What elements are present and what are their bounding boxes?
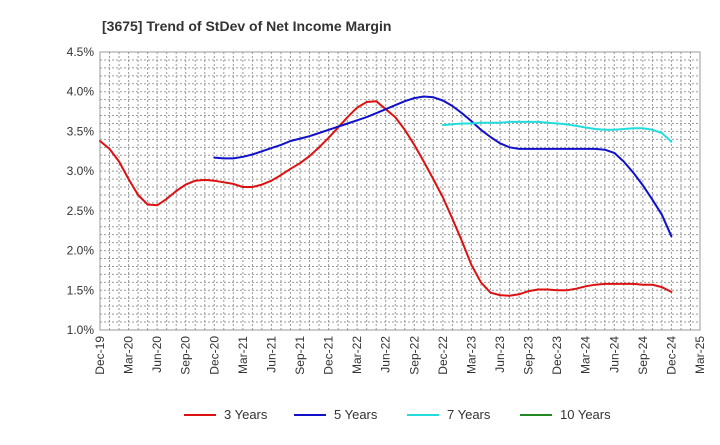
y-tick-label: 4.0% [67,85,95,99]
y-tick-label: 2.5% [67,204,95,218]
x-tick-label: Dec-21 [322,336,336,375]
x-tick-label: Sep-20 [179,336,193,375]
x-tick-label: Jun-23 [493,336,507,373]
x-tick-label: Jun-24 [607,336,621,373]
gridlines [100,52,700,330]
legend: 3 Years 5 Years 7 Years 10 Years [184,407,611,422]
x-tick-label: Dec-24 [664,336,678,375]
y-tick-label: 3.5% [67,124,95,138]
legend-label: 5 Years [334,407,378,422]
x-tick-label: Mar-22 [350,336,364,374]
legend-label: 3 Years [224,407,268,422]
legend-label: 7 Years [447,407,491,422]
x-tick-label: Jun-22 [379,336,393,373]
x-tick-label: Sep-21 [293,336,307,375]
y-tick-label: 1.5% [67,283,95,297]
y-tick-label: 2.0% [67,244,95,258]
plot-frame [99,51,701,331]
y-axis-ticks: 4.5% 4.0% 3.5% 3.0% 2.5% 2.0% 1.5% 1.0% [67,45,95,337]
y-tick-label: 4.5% [67,45,95,59]
legend-label: 10 Years [560,407,611,422]
x-axis-ticks: Dec-19 Mar-20 Jun-20 Sep-20 Dec-20 Mar-21 Jun-… [93,336,707,375]
legend-item: 3 Years [184,407,268,422]
y-tick-label: 3.0% [67,164,95,178]
x-tick-label: Mar-20 [122,336,136,374]
chart-title: [3675] Trend of StDev of Net Income Marg… [102,18,391,34]
series-lines [99,95,673,297]
x-tick-label: Sep-24 [636,336,650,375]
x-tick-label: Jun-21 [264,336,278,373]
legend-item: 10 Years [520,407,611,422]
x-tick-label: Dec-20 [207,336,221,375]
x-tick-label: Dec-19 [93,336,107,375]
x-tick-label: Mar-24 [579,336,593,374]
plot-area [100,52,700,330]
x-tick-label: Mar-23 [464,336,478,374]
series-line-5-years [213,95,673,238]
legend-item: 7 Years [407,407,491,422]
series-line-7-years [441,120,673,143]
legend-item: 5 Years [294,407,378,422]
x-tick-label: Jun-20 [150,336,164,373]
y-tick-label: 1.0% [67,323,95,337]
x-tick-label: Dec-22 [436,336,450,375]
x-tick-label: Dec-23 [550,336,564,375]
x-tick-label: Mar-21 [236,336,250,374]
x-tick-label: Mar-25 [693,336,707,374]
x-tick-label: Sep-23 [522,336,536,375]
x-tick-label: Sep-22 [407,336,421,375]
